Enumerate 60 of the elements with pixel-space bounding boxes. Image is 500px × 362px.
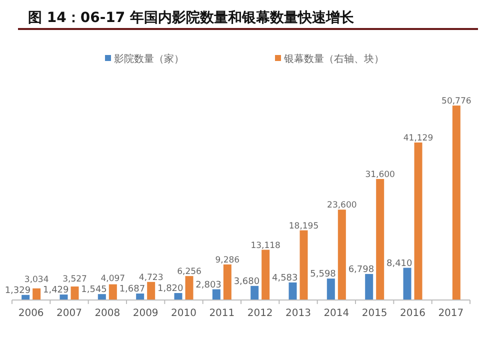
bar xyxy=(250,286,259,300)
x-tick-label: 2016 xyxy=(400,308,426,319)
bar xyxy=(376,178,384,300)
bar xyxy=(136,294,144,300)
chart-title: 图 14：06-17 年国内影院数量和银幕数量快速增长 xyxy=(28,9,356,26)
bar xyxy=(288,282,297,300)
data-label: 23,600 xyxy=(327,200,357,211)
legend-label: 影院数量（家） xyxy=(114,53,184,65)
data-label: 2,803 xyxy=(196,280,222,290)
x-tick-label: 2011 xyxy=(209,308,235,319)
data-label: 4,583 xyxy=(272,273,298,284)
data-label: 1,545 xyxy=(81,285,107,296)
x-tick-label: 2017 xyxy=(438,308,464,319)
data-label: 4,723 xyxy=(138,272,164,283)
bar xyxy=(147,282,156,300)
bar xyxy=(452,106,460,300)
bar xyxy=(338,210,346,300)
bar xyxy=(108,284,117,300)
data-label: 3,527 xyxy=(62,274,87,285)
bar xyxy=(262,250,270,300)
bar xyxy=(174,293,182,300)
x-tick-label: 2015 xyxy=(362,308,388,319)
data-label: 1,687 xyxy=(119,284,146,295)
data-label: 18,195 xyxy=(288,221,319,232)
bar xyxy=(403,268,412,300)
x-tick-label: 2006 xyxy=(18,308,44,319)
bar xyxy=(70,286,79,300)
bar xyxy=(98,294,106,300)
data-label: 50,776 xyxy=(442,96,472,107)
data-label: 5,598 xyxy=(310,270,336,280)
x-tick-label: 2010 xyxy=(171,308,196,319)
data-label: 3,680 xyxy=(234,276,260,287)
data-label: 3,034 xyxy=(24,274,49,285)
x-tick-label: 2007 xyxy=(56,308,82,319)
data-label: 4,097 xyxy=(100,274,126,284)
bar xyxy=(223,264,232,300)
x-tick-label: 2009 xyxy=(132,308,158,319)
bar xyxy=(32,288,41,300)
bar xyxy=(60,294,68,300)
data-label: 41,129 xyxy=(403,134,434,144)
data-label: 31,600 xyxy=(365,170,395,180)
data-label: 8,410 xyxy=(386,258,413,269)
data-label: 1,329 xyxy=(4,286,31,296)
bar xyxy=(365,274,374,300)
data-label: 13,118 xyxy=(250,240,280,251)
data-label: 6,256 xyxy=(177,267,202,278)
x-tick-label: 2012 xyxy=(247,308,273,319)
data-label: 1,429 xyxy=(42,286,70,296)
legend-label: 银幕数量（右轴、块） xyxy=(283,53,384,65)
bar xyxy=(212,289,220,300)
data-label: 1,820 xyxy=(157,284,184,294)
bar xyxy=(300,230,308,300)
bar xyxy=(185,276,194,300)
bar xyxy=(326,278,335,300)
x-tick-label: 2008 xyxy=(94,308,120,319)
data-label: 6,798 xyxy=(348,264,374,275)
data-label: 9,286 xyxy=(215,255,240,266)
x-tick-label: 2013 xyxy=(286,308,311,319)
bar xyxy=(414,142,422,300)
x-tick-label: 2014 xyxy=(324,308,350,319)
